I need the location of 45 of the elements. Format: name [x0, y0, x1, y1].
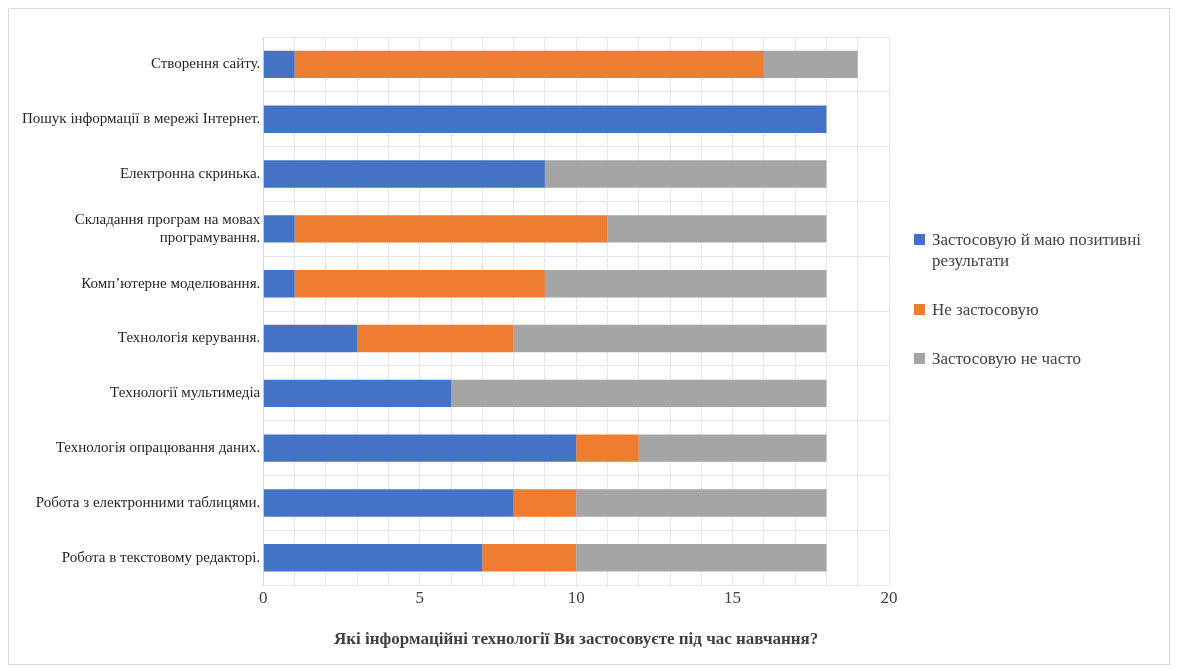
bar: [576, 489, 827, 517]
bar: [263, 434, 577, 462]
x-tick-label: 5: [415, 587, 424, 607]
bar: [607, 215, 827, 243]
bar: [513, 324, 827, 353]
bar: [763, 50, 858, 79]
y-tick-label: Робота в текстовому редакторі.: [61, 548, 261, 565]
bar: [263, 544, 483, 572]
bar: [294, 215, 608, 243]
bar: [451, 379, 827, 408]
bar: [263, 324, 358, 353]
x-tick-label: 15: [724, 587, 742, 607]
y-tick-label: Складання програм на мовах програмування.: [74, 210, 261, 245]
y-tick-label: Створення сайту.: [150, 55, 261, 72]
bar: [263, 160, 545, 188]
bar: [544, 269, 827, 298]
y-tick-label: Технологія керування.: [117, 329, 261, 346]
bar: [294, 269, 545, 298]
bar: [576, 544, 827, 572]
bar: [544, 160, 827, 188]
bar: [263, 379, 451, 408]
y-tick-label: Технології мультимедіа: [110, 384, 261, 401]
bar: [576, 434, 639, 462]
y-tick-label: Комп’ютерне моделювання.: [81, 274, 261, 291]
x-tick-label: 0: [259, 587, 268, 607]
bar: [513, 489, 577, 517]
y-tick-label: Електронна скринька.: [119, 164, 261, 181]
bar: [263, 105, 827, 133]
bar: [263, 489, 514, 517]
legend-label: Не застосовую: [932, 299, 1039, 320]
bar: [357, 324, 514, 353]
bar: [638, 434, 827, 462]
legend-label: Застосовую не часто: [932, 348, 1081, 369]
x-tick-label: 10: [567, 587, 585, 607]
bar: [263, 50, 295, 79]
y-tick-label: Робота з електронними таблицями.: [35, 493, 261, 510]
bar: [263, 215, 295, 243]
legend-label: Застосовую й маю позитивні результати: [932, 229, 1142, 271]
bar: [263, 269, 295, 298]
x-axis-title: Які інформаційні технології Ви застосовуєте під час навчання?: [334, 629, 819, 649]
bar: [294, 50, 764, 79]
y-tick-label: Пошук інформації в мережі Інтернет.: [21, 110, 261, 127]
x-tick-label: 20: [880, 587, 898, 607]
y-tick-label: Технологія опрацювання даних.: [55, 439, 261, 456]
bar: [482, 544, 577, 572]
